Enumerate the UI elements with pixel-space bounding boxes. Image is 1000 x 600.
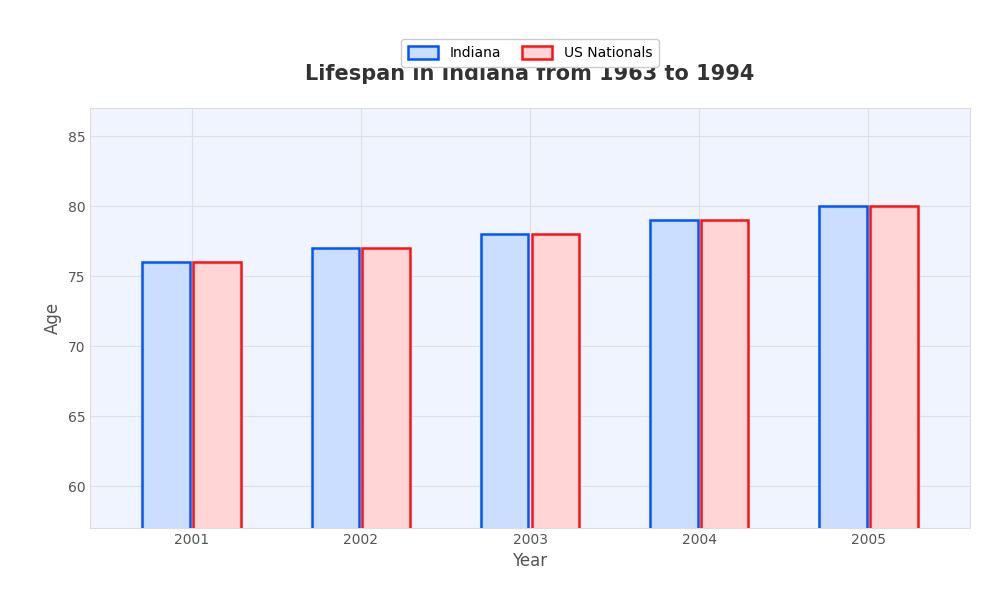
Legend: Indiana, US Nationals: Indiana, US Nationals: [401, 40, 659, 67]
Bar: [362, 248, 410, 600]
Bar: [650, 220, 698, 600]
Title: Lifespan in Indiana from 1963 to 1994: Lifespan in Indiana from 1963 to 1994: [305, 64, 755, 84]
Bar: [870, 206, 918, 600]
Bar: [481, 234, 528, 600]
Bar: [532, 234, 579, 600]
Bar: [701, 220, 748, 600]
Bar: [312, 248, 359, 600]
Bar: [193, 262, 241, 600]
X-axis label: Year: Year: [512, 553, 548, 571]
Bar: [819, 206, 867, 600]
Y-axis label: Age: Age: [44, 302, 62, 334]
Bar: [142, 262, 190, 600]
